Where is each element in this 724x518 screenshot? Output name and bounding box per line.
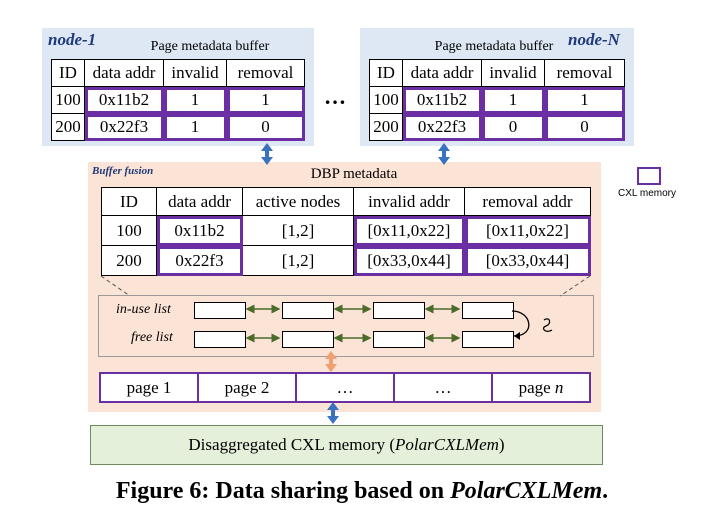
table-cell: 0x22f3 xyxy=(402,113,482,141)
page-cell: page 2 xyxy=(199,374,297,401)
table-cell: 0 xyxy=(544,113,625,141)
figure-caption: Figure 6: Data sharing based on PolarCXL… xyxy=(0,478,724,505)
table-header: removal xyxy=(544,59,625,87)
table-cell: 100 xyxy=(101,215,157,246)
node-1-to-fusion-arrow xyxy=(261,143,273,165)
free-list-label: free list xyxy=(131,330,173,345)
cxl-memory-suffix: ) xyxy=(498,435,505,454)
table-cell: 0 xyxy=(226,113,305,141)
list-to-pages-arrow xyxy=(325,351,337,372)
table-header: data addr xyxy=(84,59,164,87)
pages-to-cxl-arrow xyxy=(327,402,339,424)
node-n-to-fusion-arrow xyxy=(438,143,450,165)
page-cell: … xyxy=(395,374,493,401)
table-header: invalid xyxy=(481,59,545,87)
node-n-table: ID data addr invalid removal 100 0x11b2 … xyxy=(369,59,625,141)
table-cell: [0x11,0x22] xyxy=(353,215,465,246)
table-cell: [0x11,0x22] xyxy=(464,215,591,246)
dbp-metadata-title: DBP metadata xyxy=(310,166,398,182)
dashed-connector xyxy=(559,275,591,297)
table-cell: 1 xyxy=(544,86,625,114)
dbp-metadata-table: ID data addr active nodes invalid addr r… xyxy=(101,187,591,276)
table-cell: 0x22f3 xyxy=(84,113,164,141)
buffer-fusion-label: Buffer fusion xyxy=(92,165,154,177)
squiggle-icon xyxy=(542,318,553,332)
table-cell: 0x22f3 xyxy=(156,245,243,276)
table-cell: 200 xyxy=(369,113,403,141)
table-cell: [0x33,0x44] xyxy=(353,245,465,276)
node-1-buffer-title: Page metadata buffer xyxy=(150,39,270,54)
caption-suffix: . xyxy=(602,478,609,504)
node-n-buffer-title: Page metadata buffer xyxy=(434,39,554,54)
page-cell-last: page n xyxy=(493,374,589,401)
cxl-memory-name: PolarCXLMem xyxy=(395,435,499,454)
legend-swatch xyxy=(637,167,661,185)
recycle-curve-arrow xyxy=(511,310,530,337)
table-cell: 100 xyxy=(51,86,85,114)
table-header: data addr xyxy=(156,187,243,216)
caption-prefix: Figure 6: Data sharing based on xyxy=(115,478,451,504)
table-header: data addr xyxy=(402,59,482,87)
page-row: page 1 page 2 … … page n xyxy=(99,372,591,403)
table-header: invalid addr xyxy=(353,187,465,216)
table-cell: [1,2] xyxy=(242,245,354,276)
table-header: ID xyxy=(101,187,157,216)
nodes-ellipsis: … xyxy=(324,84,346,109)
cxl-memory-box: Disaggregated CXL memory (PolarCXLMem) xyxy=(90,425,603,465)
table-header: removal xyxy=(226,59,305,87)
recycle-curve-arrowhead xyxy=(514,332,520,340)
table-cell: 200 xyxy=(101,245,157,276)
legend-label: CXL memory xyxy=(618,188,676,199)
in-use-list-label: in-use list xyxy=(116,302,171,317)
table-cell: 0x11b2 xyxy=(84,86,164,114)
dashed-connector xyxy=(100,275,131,297)
table-cell: 200 xyxy=(51,113,85,141)
cxl-memory-prefix: Disaggregated CXL memory ( xyxy=(188,435,396,454)
page-n-index: n xyxy=(554,378,564,397)
table-cell: 0 xyxy=(481,113,545,141)
table-cell: 1 xyxy=(163,113,227,141)
table-cell: 1 xyxy=(226,86,305,114)
node-1-table: ID data addr invalid removal 100 0x11b2 … xyxy=(51,59,305,141)
node-n-label: node-N xyxy=(568,30,620,49)
table-header: removal addr xyxy=(464,187,591,216)
page-n-label: page n xyxy=(518,378,564,397)
free-list-node xyxy=(462,331,514,348)
caption-name: PolarCXLMem xyxy=(450,478,603,504)
node-1-label: node-1 xyxy=(48,30,97,49)
table-cell: 0x11b2 xyxy=(402,86,482,114)
page-cell: page 1 xyxy=(101,374,199,401)
table-cell: [0x33,0x44] xyxy=(464,245,591,276)
page-cell: … xyxy=(297,374,395,401)
